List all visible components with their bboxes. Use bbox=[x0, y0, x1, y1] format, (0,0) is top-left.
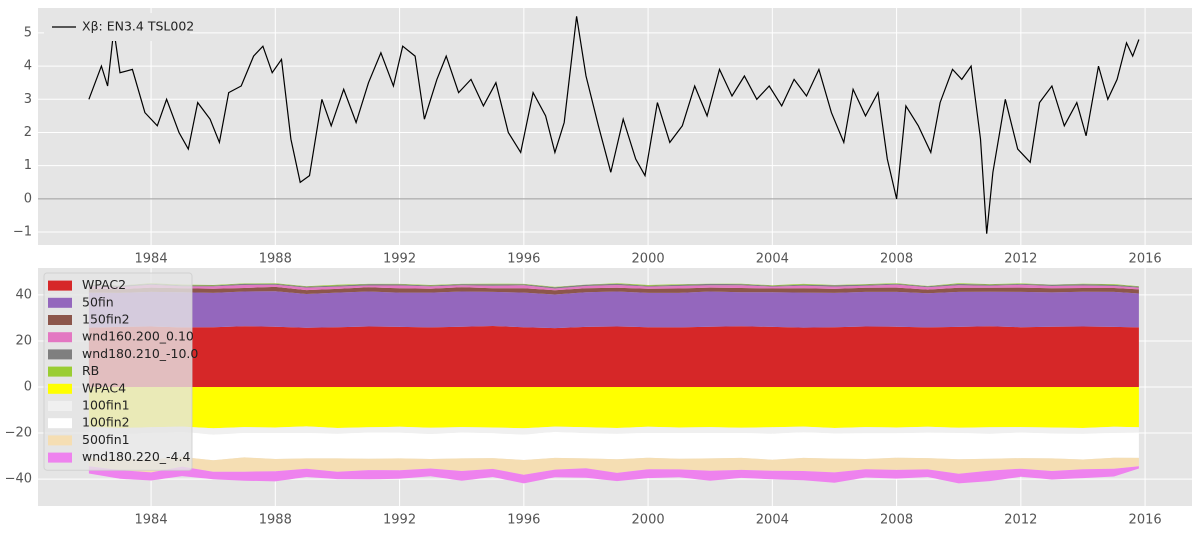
x-tick-label: 1992 bbox=[383, 252, 416, 267]
y-tick-label: −20 bbox=[5, 426, 32, 441]
legend-swatch bbox=[48, 452, 72, 463]
panel: 1984 1988 1992 1996 2000 2004 2008 2012 2016 −1 0 1… bbox=[13, 8, 1192, 267]
y-tick-label: −40 bbox=[5, 472, 32, 487]
y-tick-label: 40 bbox=[15, 287, 32, 302]
legend-label: 100fin1 bbox=[82, 398, 130, 413]
x-tick-label: 1996 bbox=[507, 513, 540, 528]
legend-label: wnd180.220_-4.4 bbox=[82, 449, 190, 464]
x-tick-label: 2016 bbox=[1129, 513, 1162, 528]
y-tick-label: 2 bbox=[24, 125, 32, 140]
legend: Xβ: EN3.4 TSL002 bbox=[44, 13, 194, 41]
area bbox=[88, 431, 1139, 461]
area bbox=[88, 283, 1139, 288]
legend-swatch bbox=[48, 418, 72, 429]
plot-area bbox=[38, 16, 1192, 234]
x-tick-label: 2008 bbox=[880, 252, 913, 267]
legend-label: RB bbox=[82, 363, 99, 378]
y-tick-label: 3 bbox=[24, 92, 32, 107]
x-tick-label: 1984 bbox=[135, 252, 168, 267]
legend-swatch bbox=[48, 315, 72, 325]
x-tick-label: 1992 bbox=[383, 513, 416, 528]
legend-label: 100fin2 bbox=[82, 415, 130, 430]
x-tick-label: 2004 bbox=[756, 252, 789, 267]
line bbox=[88, 16, 1140, 234]
legend-swatch bbox=[48, 280, 72, 291]
x-tick-label: 1984 bbox=[135, 513, 168, 528]
x-tick-label: 2016 bbox=[1129, 252, 1162, 267]
legend-swatch bbox=[48, 297, 72, 308]
y-tick-label: 0 bbox=[24, 380, 32, 395]
x-tick-label: 1988 bbox=[259, 513, 292, 528]
area bbox=[88, 326, 1139, 387]
y-tick-label: 5 bbox=[24, 25, 32, 40]
legend-label: wnd160.200_0.10 bbox=[82, 329, 194, 344]
plot-area bbox=[88, 283, 1139, 484]
y-tick-label: 20 bbox=[15, 333, 32, 348]
legend-label: WPAC4 bbox=[82, 380, 126, 395]
legend-label: wnd180.210_-10.0 bbox=[82, 346, 198, 361]
y-tick-label: 0 bbox=[24, 191, 32, 206]
area bbox=[88, 284, 1139, 291]
x-tick-label: 2004 bbox=[756, 513, 789, 528]
legend-swatch bbox=[48, 383, 72, 394]
legend-swatch bbox=[48, 401, 72, 411]
x-tick-label: 1988 bbox=[259, 252, 292, 267]
legend-swatch bbox=[48, 366, 72, 377]
legend-box bbox=[43, 272, 193, 471]
area bbox=[88, 387, 1139, 429]
plot-background bbox=[38, 8, 1192, 245]
legend-swatch bbox=[48, 349, 72, 360]
x-tick-label: 1996 bbox=[507, 252, 540, 267]
x-tick-label: 2000 bbox=[632, 513, 665, 528]
legend-label: Xβ: EN3.4 TSL002 bbox=[82, 19, 194, 34]
panel: 1984 1988 1992 1996 2000 2004 2008 2012 2016 −40 −… bbox=[5, 268, 1192, 528]
area bbox=[88, 283, 1139, 289]
area bbox=[88, 457, 1139, 475]
legend-swatch bbox=[48, 332, 72, 343]
legend-box bbox=[44, 13, 190, 41]
y-tick-label: 1 bbox=[24, 158, 32, 173]
y-tick-label: 4 bbox=[24, 59, 32, 74]
area bbox=[88, 426, 1139, 435]
x-tick-label: 2012 bbox=[1004, 513, 1037, 528]
area bbox=[88, 286, 1139, 295]
legend-label: 500fin1 bbox=[82, 432, 130, 447]
legend: WPAC2 50fin 150fin2 wnd160.200_0.10 wnd180.2… bbox=[43, 272, 198, 471]
area bbox=[88, 466, 1139, 484]
y-tick-label: −1 bbox=[13, 225, 32, 240]
area bbox=[88, 291, 1139, 329]
legend-label: 50fin bbox=[82, 294, 114, 309]
x-tick-label: 2012 bbox=[1004, 252, 1037, 267]
legend-swatch bbox=[48, 435, 72, 446]
x-tick-label: 2008 bbox=[880, 513, 913, 528]
x-tick-label: 2000 bbox=[632, 252, 665, 267]
legend-label: 150fin2 bbox=[82, 312, 130, 327]
legend-label: WPAC2 bbox=[82, 277, 126, 292]
